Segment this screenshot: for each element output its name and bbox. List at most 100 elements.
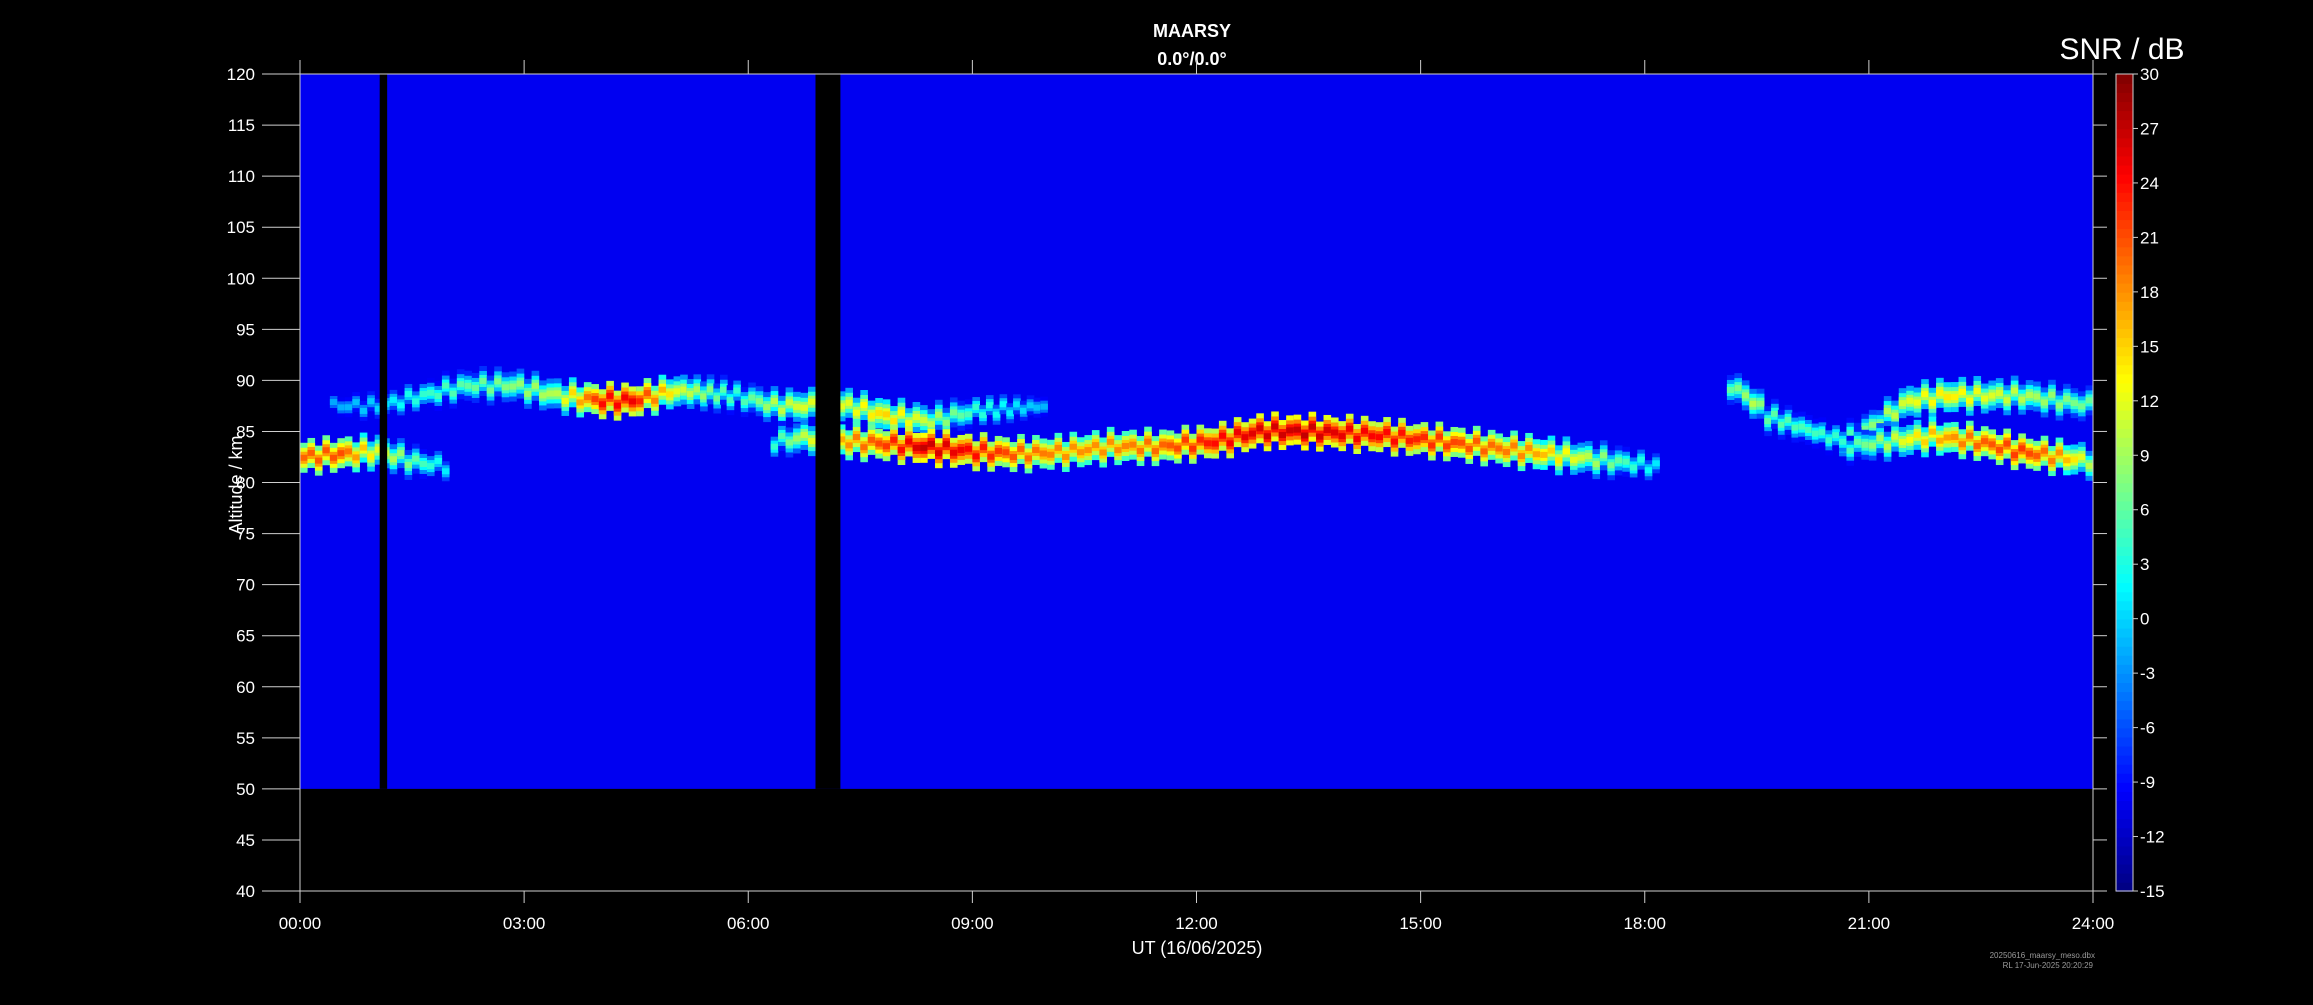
echo-cell [606, 392, 614, 399]
echo-cell [987, 453, 995, 460]
echo-cell [2063, 457, 2071, 464]
echo-cell [964, 411, 973, 418]
colorbar-segment [2116, 428, 2133, 438]
echo-cell [1756, 400, 1765, 407]
echo-cell [1791, 424, 1800, 431]
echo-cell [359, 407, 368, 414]
echo-cell [434, 457, 443, 464]
echo-cell [1734, 385, 1742, 392]
echo-cell [1323, 426, 1332, 433]
x-tick-label: 00:00 [279, 914, 322, 933]
colorbar-segment [2116, 536, 2133, 547]
echo-cell [957, 446, 966, 453]
colorbar-segment [2116, 355, 2133, 366]
colorbar-segment [2116, 219, 2133, 230]
echo-cell [1868, 442, 1877, 449]
echo-cell [449, 390, 458, 397]
echo-cell [700, 393, 708, 400]
colorbar-segment [2116, 527, 2133, 538]
colorbar-segment [2116, 437, 2133, 447]
echo-cell [1652, 460, 1660, 467]
echo-cell [1006, 410, 1014, 417]
y-axis-label: Altitude / km [226, 435, 246, 534]
echo-cell [793, 435, 801, 442]
colorbar-segment [2116, 591, 2133, 602]
x-tick-label: 06:00 [727, 914, 770, 933]
echo-cell [1898, 438, 1907, 445]
y-tick-label: 110 [228, 167, 255, 186]
echo-cell [2085, 462, 2094, 469]
x-axis: 00:00 03:00 06:00 09:00 12:00 15:00 18:00 21:00… [279, 60, 2114, 933]
echo-cell [300, 454, 308, 461]
echo-cell [1330, 429, 1339, 436]
echo-cell [1009, 454, 1018, 461]
echo-cell [1026, 402, 1035, 409]
echo-cell [852, 434, 861, 441]
echo-cell [2048, 391, 2056, 398]
echo-cell [643, 390, 652, 397]
echo-cell [1913, 399, 1922, 406]
echo-cell [1450, 438, 1459, 445]
colorbar-segment [2116, 482, 2133, 493]
echo-cell [1988, 441, 1997, 448]
echo-cell [1764, 418, 1772, 425]
echo-cell [329, 454, 338, 461]
echo-cell [1040, 403, 1048, 410]
echo-cell [1853, 438, 1862, 445]
colorbar-segment [2116, 682, 2133, 693]
colorbar-segment [2116, 736, 2133, 747]
y-tick-label: 55 [236, 729, 255, 748]
echo-cell [693, 386, 702, 393]
echo-cell [1054, 444, 1063, 451]
echo-cell [1784, 416, 1793, 423]
echo-cell [419, 391, 428, 398]
echo-cell [1868, 421, 1877, 428]
echo-cell [1076, 449, 1085, 456]
echo-cell [1936, 437, 1944, 444]
chart-title: MAARSY [1153, 21, 1231, 41]
echo-cell [800, 431, 809, 438]
echo-cell [905, 420, 913, 427]
colorbar-segment [2116, 782, 2133, 792]
echo-cell [404, 461, 413, 468]
y-tick-label: 115 [228, 116, 255, 135]
x-tick-label: 15:00 [1399, 914, 1442, 933]
echo-cell [1413, 436, 1421, 443]
colorbar-segment [2116, 282, 2133, 293]
y-tick-label: 100 [227, 269, 255, 288]
echo-cell [1928, 428, 1937, 435]
echo-cell [1069, 443, 1078, 450]
echo-cell [1614, 457, 1623, 464]
echo-cell [2010, 387, 2019, 394]
echo-cell [964, 445, 973, 452]
echo-cell [337, 450, 345, 457]
echo-cell [1002, 449, 1010, 456]
echo-cell [1203, 440, 1212, 447]
echo-cell [1443, 443, 1451, 450]
echo-cell [546, 390, 555, 397]
echo-cell [1091, 442, 1100, 449]
echo-cell [2048, 458, 2056, 465]
echo-cell [1099, 449, 1107, 456]
echo-cell [785, 439, 794, 446]
data-gap [379, 74, 388, 789]
y-tick-label: 105 [227, 218, 255, 237]
colorbar-segment [2116, 382, 2133, 393]
colorbar-segment [2116, 255, 2133, 266]
echo-cell [1921, 439, 1929, 446]
echo-cell [920, 444, 928, 451]
y-tick-label: 40 [236, 882, 255, 901]
echo-cell [412, 455, 420, 462]
echo-cell [1637, 456, 1645, 463]
echo-cell [726, 397, 735, 404]
echo-cell [875, 440, 883, 447]
echo-cell [591, 396, 599, 403]
echo-cell [1798, 423, 1806, 430]
echo-layer-upper [329, 365, 1048, 440]
echo-cell [389, 396, 398, 403]
colorbar-segment [2116, 373, 2133, 384]
echo-cell [501, 384, 510, 391]
colorbar-tick-label: 18 [2140, 283, 2159, 302]
colorbar-segment [2116, 564, 2133, 575]
